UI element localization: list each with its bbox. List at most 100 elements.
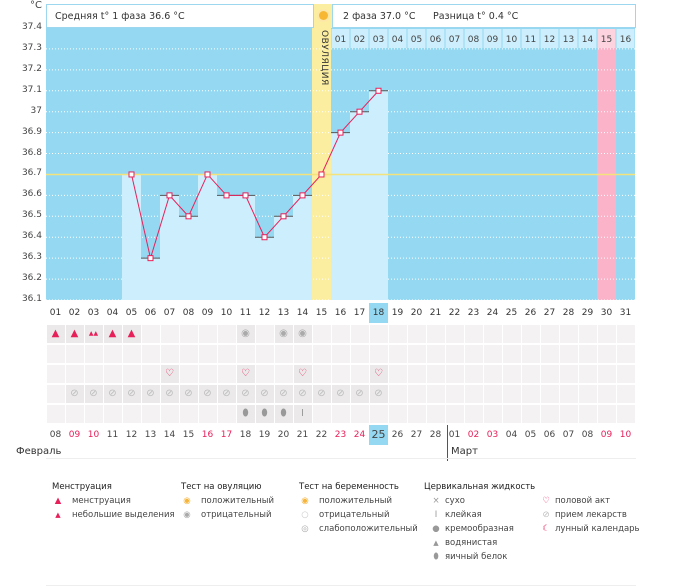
calendar-date[interactable]: 07 bbox=[562, 430, 575, 440]
day-cell[interactable] bbox=[464, 345, 483, 363]
day-cell[interactable] bbox=[46, 345, 65, 363]
day-cell[interactable] bbox=[616, 385, 635, 403]
day-number[interactable]: 05 bbox=[125, 308, 138, 318]
day-cell[interactable] bbox=[293, 405, 312, 423]
day-cell[interactable] bbox=[369, 385, 388, 403]
day-cell[interactable] bbox=[502, 385, 521, 403]
day-cell[interactable] bbox=[597, 345, 616, 363]
day-cell[interactable] bbox=[103, 385, 122, 403]
calendar-date[interactable]: 26 bbox=[391, 430, 404, 440]
day-cell[interactable] bbox=[84, 325, 103, 343]
day-cell[interactable] bbox=[559, 405, 578, 423]
day-cell[interactable] bbox=[179, 405, 198, 423]
day-cell[interactable] bbox=[331, 385, 350, 403]
day-cell[interactable] bbox=[445, 325, 464, 343]
day-cell[interactable] bbox=[502, 345, 521, 363]
day-cell[interactable] bbox=[84, 385, 103, 403]
day-cell[interactable] bbox=[160, 325, 179, 343]
day-cell[interactable] bbox=[407, 385, 426, 403]
day-number[interactable]: 31 bbox=[619, 308, 632, 318]
day-number[interactable]: 06 bbox=[144, 308, 157, 318]
day-cell[interactable] bbox=[274, 405, 293, 423]
day-cell[interactable] bbox=[103, 405, 122, 423]
day-cell[interactable] bbox=[502, 405, 521, 423]
day-cell[interactable] bbox=[464, 385, 483, 403]
day-cell[interactable] bbox=[141, 405, 160, 423]
day-cell[interactable] bbox=[65, 345, 84, 363]
day-cell[interactable] bbox=[521, 385, 540, 403]
day-cell[interactable] bbox=[217, 405, 236, 423]
day-cell[interactable] bbox=[160, 385, 179, 403]
calendar-date[interactable]: 08 bbox=[581, 430, 594, 440]
day-cell[interactable] bbox=[407, 405, 426, 423]
day-number[interactable]: 22 bbox=[448, 308, 461, 318]
day-cell[interactable] bbox=[331, 325, 350, 343]
day-cell[interactable] bbox=[369, 325, 388, 343]
day-cell[interactable] bbox=[65, 385, 84, 403]
day-cell[interactable] bbox=[445, 345, 464, 363]
day-number[interactable]: 02 bbox=[68, 308, 81, 318]
day-cell[interactable] bbox=[122, 325, 141, 343]
day-number[interactable]: 15 bbox=[315, 308, 328, 318]
day-cell[interactable] bbox=[46, 385, 65, 403]
day-cell[interactable] bbox=[179, 365, 198, 383]
day-number[interactable]: 30 bbox=[600, 308, 613, 318]
day-number[interactable]: 14 bbox=[296, 308, 309, 318]
day-cell[interactable] bbox=[502, 365, 521, 383]
calendar-date[interactable]: 01 bbox=[448, 430, 461, 440]
day-cell[interactable] bbox=[255, 365, 274, 383]
day-number[interactable]: 24 bbox=[486, 308, 499, 318]
day-cell[interactable] bbox=[312, 365, 331, 383]
day-cell[interactable] bbox=[388, 405, 407, 423]
day-cell[interactable] bbox=[483, 385, 502, 403]
calendar-date[interactable]: 14 bbox=[163, 430, 176, 440]
calendar-date[interactable]: 04 bbox=[505, 430, 518, 440]
day-cell[interactable] bbox=[274, 345, 293, 363]
calendar-date[interactable]: 12 bbox=[125, 430, 138, 440]
day-cell[interactable] bbox=[122, 385, 141, 403]
day-cell[interactable] bbox=[141, 385, 160, 403]
day-cell[interactable] bbox=[46, 405, 65, 423]
day-cell[interactable] bbox=[274, 385, 293, 403]
day-cell[interactable] bbox=[369, 345, 388, 363]
day-cell[interactable] bbox=[236, 325, 255, 343]
day-cell[interactable] bbox=[597, 325, 616, 343]
day-cell[interactable] bbox=[578, 325, 597, 343]
day-number[interactable]: 21 bbox=[429, 308, 442, 318]
day-number[interactable]: 01 bbox=[49, 308, 62, 318]
day-number[interactable]: 13 bbox=[277, 308, 290, 318]
day-cell[interactable] bbox=[483, 325, 502, 343]
day-cell[interactable] bbox=[198, 345, 217, 363]
calendar-date[interactable]: 15 bbox=[182, 430, 195, 440]
day-cell[interactable] bbox=[274, 325, 293, 343]
day-cell[interactable] bbox=[350, 385, 369, 403]
day-cell[interactable] bbox=[540, 365, 559, 383]
day-cell[interactable] bbox=[388, 385, 407, 403]
calendar-date[interactable]: 10 bbox=[87, 430, 100, 440]
day-cell[interactable] bbox=[426, 405, 445, 423]
day-number[interactable]: 09 bbox=[201, 308, 214, 318]
day-cell[interactable] bbox=[293, 325, 312, 343]
day-cell[interactable] bbox=[445, 405, 464, 423]
day-cell[interactable] bbox=[616, 405, 635, 423]
day-cell[interactable] bbox=[540, 405, 559, 423]
day-cell[interactable] bbox=[160, 345, 179, 363]
day-cell[interactable] bbox=[426, 365, 445, 383]
day-cell[interactable] bbox=[407, 345, 426, 363]
day-cell[interactable] bbox=[198, 405, 217, 423]
day-cell[interactable] bbox=[179, 385, 198, 403]
day-cell[interactable] bbox=[65, 405, 84, 423]
day-cell[interactable] bbox=[312, 345, 331, 363]
day-cell[interactable] bbox=[312, 385, 331, 403]
day-number[interactable]: 16 bbox=[334, 308, 347, 318]
day-cell[interactable] bbox=[483, 405, 502, 423]
day-cell[interactable] bbox=[331, 405, 350, 423]
day-cell[interactable] bbox=[236, 365, 255, 383]
day-cell[interactable] bbox=[141, 325, 160, 343]
calendar-date[interactable]: 03 bbox=[486, 430, 499, 440]
day-number[interactable]: 26 bbox=[524, 308, 537, 318]
day-number[interactable]: 28 bbox=[562, 308, 575, 318]
day-number[interactable]: 12 bbox=[258, 308, 271, 318]
day-cell[interactable] bbox=[217, 385, 236, 403]
day-cell[interactable] bbox=[388, 325, 407, 343]
